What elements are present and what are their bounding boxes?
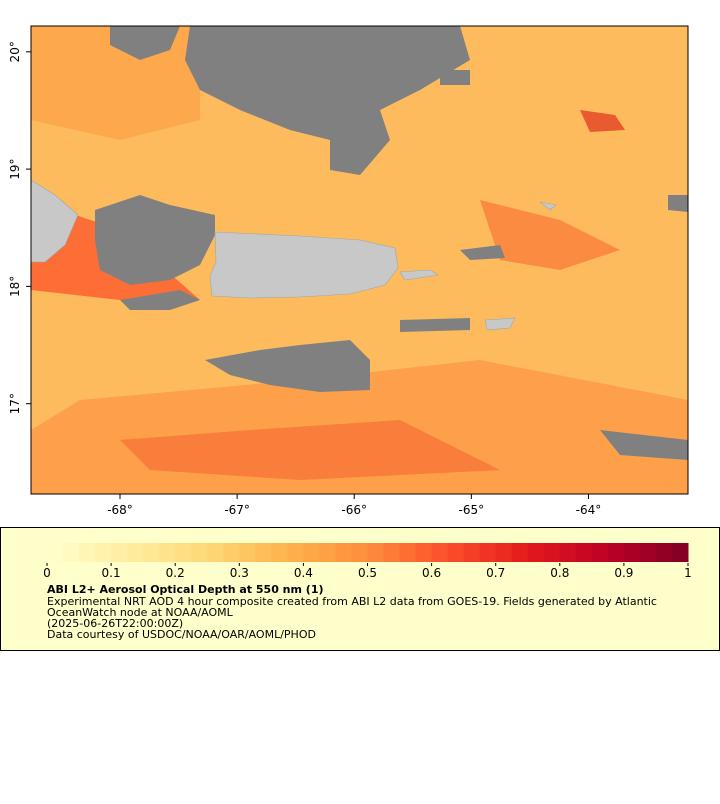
- map-frame: [30, 25, 689, 495]
- legend-line: OceanWatch node at NOAA/AOML: [47, 606, 234, 619]
- x-tick-label: -67°: [224, 503, 250, 517]
- colorbar-step: [447, 543, 465, 562]
- colorbar-step: [623, 543, 641, 562]
- colorbar-step: [175, 543, 192, 562]
- colorbar-step: [415, 543, 433, 562]
- legend-line: (2025-06-26T22:00:00Z): [47, 617, 183, 630]
- colorbar-tick-label: 0.8: [550, 566, 569, 580]
- colorbar-step: [671, 543, 689, 562]
- colorbar-tick-label: 1: [684, 566, 692, 580]
- colorbar-step: [655, 543, 673, 562]
- aod-patch: [120, 420, 500, 480]
- x-tick-label: -66°: [341, 503, 367, 517]
- colorbar-step: [303, 543, 320, 562]
- colorbar-step: [207, 543, 224, 562]
- colorbar-step: [127, 543, 144, 562]
- colorbar-tick-label: 0.5: [358, 566, 377, 580]
- colorbar-step: [63, 543, 80, 562]
- colorbar-step: [255, 543, 272, 562]
- colorbar-tick-label: 0: [43, 566, 51, 580]
- colorbar-step: [575, 543, 593, 562]
- legend-lines: Experimental NRT AOD 4 hour composite cr…: [47, 595, 657, 641]
- x-tick-label: -64°: [576, 503, 602, 517]
- colorbar-tick-label: 0.2: [166, 566, 185, 580]
- colorbar-tick-label: 0.4: [294, 566, 313, 580]
- colorbar-step: [527, 543, 545, 562]
- colorbar-step: [111, 543, 128, 562]
- colorbar-step: [559, 543, 577, 562]
- colorbar-step: [431, 543, 449, 562]
- aod-patch: [31, 360, 688, 494]
- colorbar-step: [591, 543, 609, 562]
- colorbar-step: [287, 543, 304, 562]
- colorbar-step: [607, 543, 625, 562]
- y-tick-label: 17°: [8, 393, 22, 414]
- colorbar-step: [463, 543, 481, 562]
- colorbar-step: [383, 543, 401, 562]
- colorbar-step: [543, 543, 561, 562]
- colorbar-step: [95, 543, 112, 562]
- map-axes: -68° -67° -66° -65° -64° 17° 18° 19° 20°: [8, 41, 601, 517]
- y-tick-label: 18°: [8, 276, 22, 297]
- colorbar-step: [367, 543, 385, 562]
- colorbar-step: [191, 543, 208, 562]
- colorbar-step: [399, 543, 417, 562]
- colorbar-step: [495, 543, 513, 562]
- legend-line: Data courtesy of USDOC/NOAA/OAR/AOML/PHO…: [47, 628, 316, 641]
- no-data: [95, 26, 688, 460]
- colorbar-step: [511, 543, 529, 562]
- x-tick-label: -68°: [107, 503, 133, 517]
- colorbar-step: [351, 543, 368, 562]
- colorbar-tick-label: 0.3: [230, 566, 249, 580]
- colorbar-step: [335, 543, 352, 562]
- colorbar-step: [271, 543, 288, 562]
- x-tick-label: -65°: [459, 503, 485, 517]
- map-area: [31, 26, 688, 494]
- colorbar-step: [319, 543, 336, 562]
- colorbar-step: [47, 543, 64, 562]
- colorbar-tick-label: 0.7: [486, 566, 505, 580]
- colorbar-step: [479, 543, 497, 562]
- colorbar-step: [639, 543, 657, 562]
- y-tick-label: 20°: [8, 41, 22, 62]
- legend-title: ABI L2+ Aerosol Optical Depth at 550 nm …: [47, 583, 324, 596]
- colorbar-step: [159, 543, 176, 562]
- y-tick-label: 19°: [8, 158, 22, 179]
- colorbar: 0 0.1 0.2 0.3 0.4 0.5 0.6 0.7 0.8 0.9 1: [43, 543, 692, 580]
- aod-patch: [31, 26, 200, 140]
- aod-patch: [480, 200, 620, 270]
- colorbar-tick-label: 0.1: [102, 566, 121, 580]
- land: [31, 179, 557, 331]
- colorbar-step: [239, 543, 256, 562]
- colorbar-step: [79, 543, 96, 562]
- colorbar-tick-label: 0.6: [422, 566, 441, 580]
- colorbar-step: [143, 543, 160, 562]
- legend-line: Experimental NRT AOD 4 hour composite cr…: [47, 595, 657, 608]
- colorbar-tick-label: 0.9: [614, 566, 633, 580]
- aod-patch: [580, 110, 625, 132]
- colorbar-step: [223, 543, 240, 562]
